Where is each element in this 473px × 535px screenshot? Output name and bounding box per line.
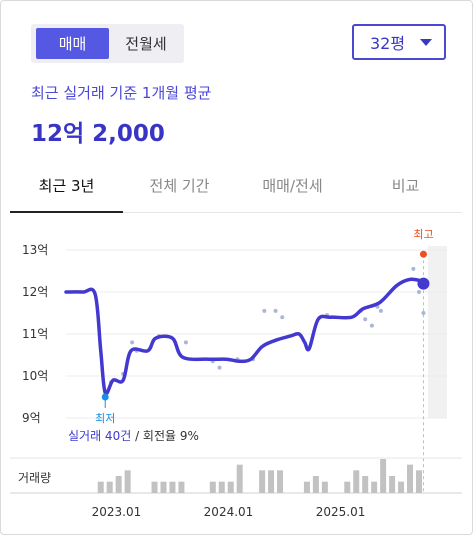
summary-price: 12억 2,000 (31, 121, 165, 147)
transaction-point (130, 340, 135, 345)
volume-bar (371, 481, 378, 493)
period-tabs: 최근 3년 전체 기간 매매/전세 비교 (10, 160, 462, 213)
volume-bar (160, 481, 167, 493)
tab-recent-3-years[interactable]: 최근 3년 (38, 176, 95, 195)
volume-bar (97, 481, 104, 493)
volume-bar (236, 464, 243, 493)
volume-bar (169, 481, 176, 493)
turnover-rate: / 회전율 9% (131, 429, 199, 443)
high-label: 최고 (413, 228, 433, 241)
tab-all-period[interactable]: 전체 기간 (149, 176, 210, 195)
volume-bar (227, 481, 234, 493)
volume-bar (115, 476, 122, 493)
x-tick-label: 2023.01 (92, 505, 142, 519)
tab-compare[interactable]: 비교 (391, 176, 420, 195)
volume-bar (124, 470, 131, 493)
volume-bar (312, 476, 319, 493)
low-point-marker (101, 393, 109, 401)
transaction-point (378, 308, 383, 313)
transaction-point (363, 317, 368, 322)
low-label: 최저 (95, 412, 115, 425)
volume-label: 거래량 (18, 471, 51, 485)
price-line (64, 277, 426, 396)
volume-bar (344, 481, 351, 493)
transaction-point (369, 323, 374, 328)
trade-type-sale-button[interactable]: 매매 (36, 28, 109, 59)
volume-bar (380, 459, 387, 493)
transaction-point (183, 340, 188, 345)
x-tick-label: 2025.01 (316, 505, 366, 519)
high-point-marker (419, 250, 427, 258)
transaction-point (416, 290, 421, 294)
transaction-point (411, 266, 416, 271)
transaction-point (273, 308, 278, 313)
summary-label: 최근 실거래 기준 1개월 평균 (31, 84, 212, 102)
volume-bar (362, 476, 369, 493)
trade-type-toggle: 매매 전월세 (31, 24, 184, 63)
volume-bar (209, 481, 216, 493)
volume-bar (353, 470, 360, 493)
volume-bar (321, 481, 328, 493)
volume-bar (277, 470, 284, 493)
y-tick-label: 11억 (22, 327, 48, 341)
current-price-marker (417, 277, 430, 290)
volume-bar (268, 470, 275, 493)
y-tick-label: 12억 (22, 285, 48, 299)
y-tick-label: 9억 (22, 411, 41, 425)
volume-bar (389, 476, 396, 493)
volume-bar (415, 470, 422, 493)
transaction-point (262, 308, 267, 313)
area-select[interactable]: 32평 (352, 24, 446, 60)
transaction-point (280, 315, 285, 320)
volume-bar (106, 481, 113, 493)
trade-type-rent-button[interactable]: 전월세 (125, 35, 167, 53)
y-tick-label: 13억 (22, 243, 48, 257)
area-select-value: 32평 (370, 34, 406, 53)
active-tab-indicator (10, 211, 123, 213)
volume-bar (218, 481, 225, 493)
y-tick-label: 10억 (22, 369, 48, 383)
volume-bar (178, 481, 185, 493)
volume-bar (303, 481, 310, 493)
x-tick-label: 2024.01 (204, 505, 254, 519)
volume-bar (398, 481, 405, 493)
transaction-point (421, 311, 426, 315)
transaction-point (217, 365, 222, 370)
volume-bar (151, 481, 158, 493)
transactions-note: 실거래 40건 / 회전율 9% (68, 427, 199, 444)
future-period-band (427, 246, 447, 418)
transaction-count: 실거래 40건 (68, 429, 132, 443)
tab-sale-rent[interactable]: 매매/전세 (262, 176, 323, 195)
volume-bar (259, 470, 266, 493)
volume-bar (407, 464, 414, 493)
caret-down-icon (420, 39, 432, 46)
